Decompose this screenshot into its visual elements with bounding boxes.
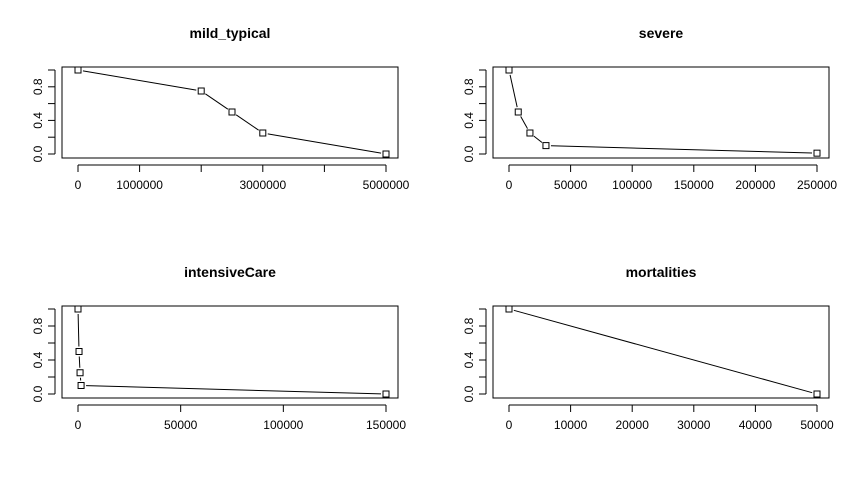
y-tick-label: 0.4 [462, 112, 476, 129]
x-tick-label: 0 [75, 178, 82, 192]
data-point [382, 390, 390, 398]
data-point [74, 305, 82, 313]
series-line-segment [86, 385, 382, 395]
series-line-segment [77, 313, 80, 347]
plot-frame [492, 66, 830, 159]
y-tick-label: 0.4 [31, 351, 45, 368]
chart-panel-mild-typical: mild_typical 0 1000000 3000000 5000000 0.0 0.… [31, 25, 410, 192]
series-line-segment [513, 309, 813, 394]
x-tick-label: 100000 [612, 178, 652, 192]
chart-panel-intensive-care: intensiveCare 0 50000 100000 150000 0.0 0.4 0.… [31, 264, 406, 432]
x-tick-label: 10000 [554, 418, 588, 432]
plot-frame [492, 305, 830, 399]
series-line-segment [550, 145, 813, 154]
y-tick-label: 0.4 [462, 351, 476, 368]
data-point [76, 369, 84, 377]
x-tick-label: 200000 [735, 178, 775, 192]
x-tick-label: 20000 [616, 418, 650, 432]
data-point [228, 108, 236, 116]
data-point [505, 66, 513, 74]
x-tick-label: 1000000 [116, 178, 163, 192]
x-tick-label: 0 [75, 418, 82, 432]
x-tick-label: 50000 [800, 418, 834, 432]
y-tick-label: 0.8 [462, 78, 476, 95]
x-tick-label: 150000 [674, 178, 714, 192]
x-tick-label: 3000000 [239, 178, 286, 192]
chart-title: intensiveCare [184, 264, 276, 280]
y-tick-label: 0.8 [31, 317, 45, 334]
data-point [514, 108, 522, 116]
series-line-segment [533, 135, 543, 143]
data-point [542, 142, 550, 150]
data-point [813, 149, 821, 157]
y-tick-label: 0.8 [462, 317, 476, 334]
data-point [197, 87, 205, 95]
x-tick-label: 30000 [677, 418, 711, 432]
data-point [505, 305, 513, 313]
chart-panel-severe: severe 0 50000 100000 150000 200000 250000 0.0… [462, 25, 837, 192]
series-line-segment [235, 114, 259, 131]
x-tick-label: 50000 [164, 418, 198, 432]
x-tick-label: 0 [506, 418, 513, 432]
data-point [77, 382, 85, 389]
series-line-segment [82, 70, 197, 91]
data-point [813, 390, 821, 398]
plot-frame [61, 305, 399, 399]
x-tick-label: 40000 [739, 418, 773, 432]
y-tick-label: 0.0 [462, 385, 476, 402]
data-point [382, 150, 390, 158]
data-point [75, 348, 83, 355]
chart-panel-mortalities: mortalities 0 10000 20000 30000 40000 50000 0.… [462, 264, 834, 432]
chart-title: severe [639, 25, 684, 41]
y-tick-label: 0.0 [31, 145, 45, 162]
x-tick-label: 5000000 [363, 178, 410, 192]
chart-title: mortalities [626, 264, 697, 280]
series-line-segment [205, 93, 229, 110]
y-tick-label: 0.4 [31, 112, 45, 129]
series-line-segment [78, 356, 81, 368]
data-point [259, 129, 267, 137]
series-line-segment [509, 74, 518, 108]
series-line-segment [267, 133, 382, 154]
x-tick-label: 150000 [366, 418, 406, 432]
plot-frame [61, 66, 399, 159]
chart-title: mild_typical [190, 25, 271, 41]
y-tick-label: 0.0 [462, 145, 476, 162]
x-tick-label: 250000 [797, 178, 837, 192]
y-tick-label: 0.0 [31, 385, 45, 402]
x-tick-label: 50000 [554, 178, 588, 192]
series-line-segment [520, 116, 528, 129]
data-point [74, 66, 82, 74]
x-tick-label: 0 [506, 178, 513, 192]
y-tick-label: 0.8 [31, 78, 45, 95]
data-point [526, 129, 534, 137]
x-tick-label: 100000 [263, 418, 303, 432]
